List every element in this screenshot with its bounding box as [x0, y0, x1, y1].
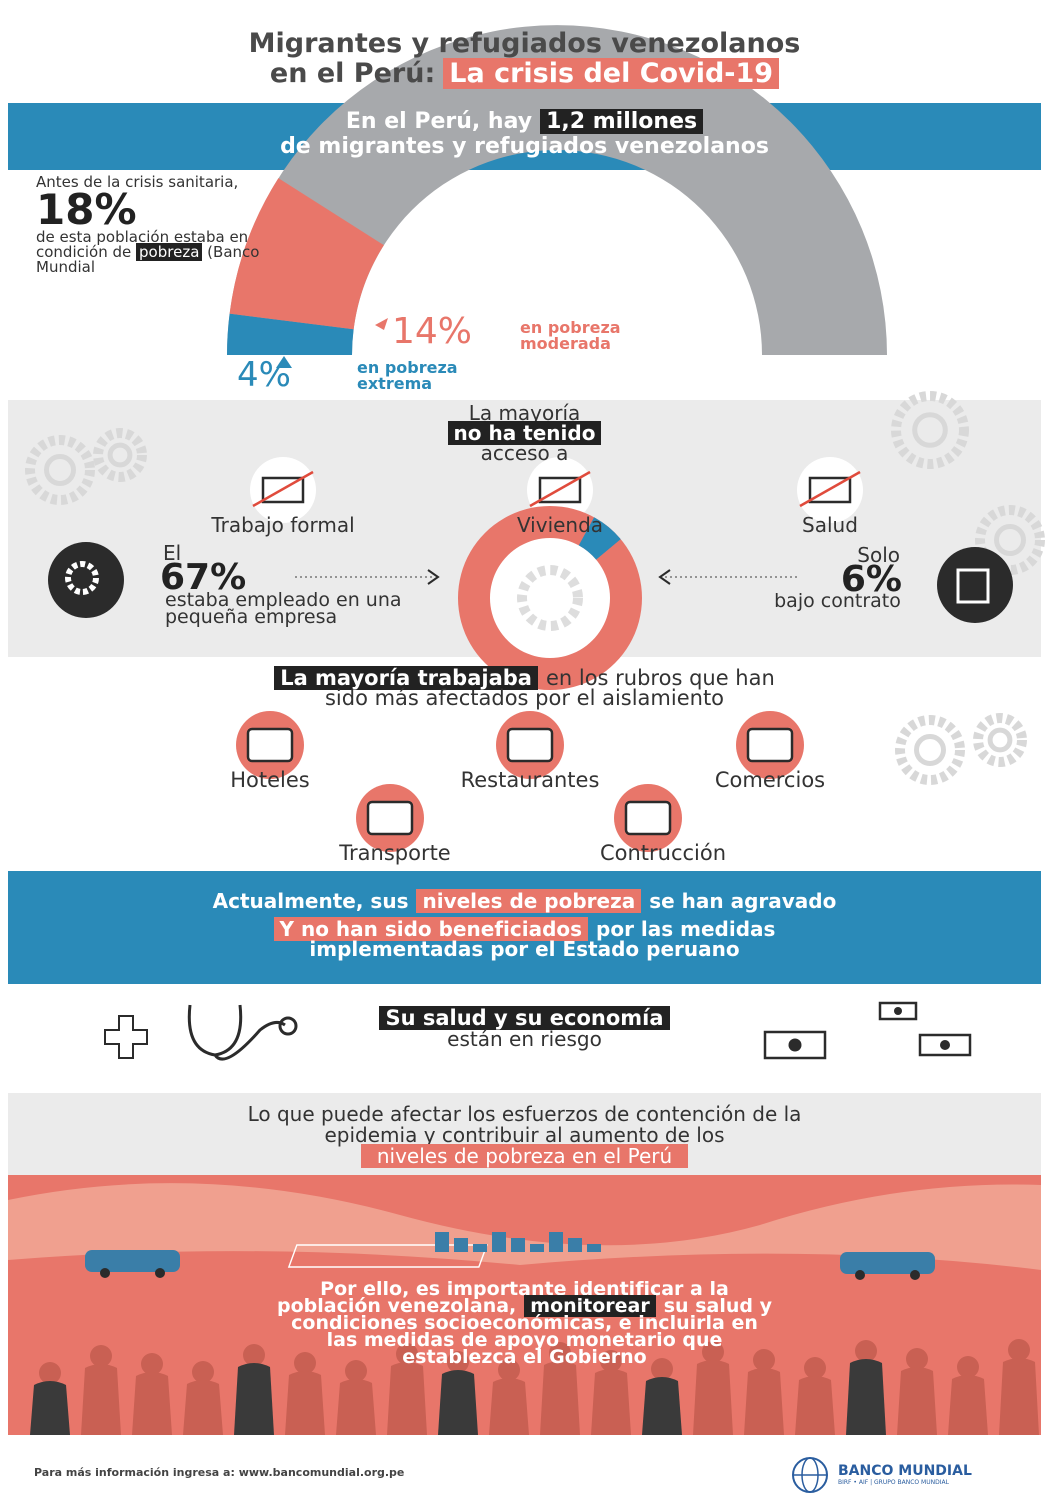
wheel — [910, 1270, 920, 1280]
logo-sub: BIRF • AIF | GRUPO BANCO MUNDIAL — [838, 1480, 949, 1486]
person-body — [948, 1375, 988, 1435]
sector-icon-shape — [368, 802, 412, 834]
title-line: Migrantes y refugiados venezolanos — [0, 30, 1049, 58]
population-text: En el Perú, hay — [346, 109, 532, 134]
situation-highlight: niveles de pobreza — [416, 889, 641, 913]
access-item: Trabajo formal — [163, 513, 403, 537]
person-body — [897, 1367, 937, 1435]
person-body — [387, 1362, 427, 1435]
gear — [900, 720, 960, 780]
population-highlight: 1,2 millones — [540, 109, 703, 134]
impact-line: niveles de pobreza en el Perú — [0, 1146, 1049, 1167]
city-building — [511, 1238, 525, 1252]
situation-text: se han agravado — [649, 889, 836, 913]
person-body — [183, 1380, 223, 1435]
logo-sub-text: BIRF • AIF — [838, 1479, 868, 1486]
person-body — [642, 1377, 682, 1435]
logo-name: BANCO MUNDIAL — [838, 1464, 972, 1478]
sector-label: Hoteles — [190, 768, 350, 792]
poverty-description-highlight: pobreza — [136, 243, 202, 261]
extreme-label: 4% — [237, 358, 291, 392]
access-item: Vivienda — [460, 513, 660, 537]
person-body — [438, 1370, 478, 1435]
sector-label: Restaurantes — [400, 768, 660, 792]
extreme-text: en pobreza extrema — [357, 360, 487, 392]
footer-line: Para más información ingresa a: www.banc… — [34, 1466, 404, 1479]
sector-icon-shape — [508, 729, 552, 761]
title-line: en el Perú: La crisis del Covid-19 — [0, 60, 1049, 88]
impact-line: epidemia y contribuir al aumento de los — [0, 1125, 1049, 1146]
city-building — [454, 1238, 468, 1252]
title-highlight: La crisis del Covid-19 — [443, 58, 779, 89]
city-building — [587, 1244, 601, 1252]
moderate-text: en pobreza moderada — [520, 320, 670, 352]
bus — [840, 1252, 935, 1274]
poverty-description: de esta población estaba en condición de… — [36, 230, 266, 275]
sector-label: Comercios — [670, 768, 870, 792]
sector-label: Contrucción — [548, 841, 778, 865]
person-body — [285, 1371, 325, 1435]
person-body — [846, 1359, 886, 1435]
city-building — [492, 1232, 506, 1252]
recommendation-block: Por ello, es importante identificar a la… — [0, 1281, 1049, 1366]
recommendation-line: establezca el Gobierno — [0, 1349, 1049, 1366]
person-body — [336, 1379, 376, 1435]
situation-text: Actualmente, sus — [213, 889, 409, 913]
person-body — [591, 1369, 631, 1435]
impact-highlight: niveles de pobreza en el Perú — [361, 1144, 688, 1168]
title-text: en el Perú: — [270, 58, 435, 89]
sector-icon-shape — [626, 802, 670, 834]
person-body — [234, 1363, 274, 1435]
person-body — [132, 1372, 172, 1435]
logo-sub-text: GRUPO BANCO MUNDIAL — [874, 1479, 949, 1486]
pointer — [375, 318, 388, 330]
sector-icon-shape — [748, 729, 792, 761]
page: Migrantes y refugiados venezolanos en el… — [0, 0, 1049, 1499]
person-body — [795, 1376, 835, 1435]
sector-label: Transporte — [290, 841, 500, 865]
person-body — [693, 1360, 733, 1435]
impact-line: Lo que puede afectar los esfuerzos de co… — [0, 1104, 1049, 1125]
city-building — [473, 1244, 487, 1252]
person-body — [30, 1381, 70, 1435]
city-building — [549, 1232, 563, 1252]
person-body — [81, 1364, 121, 1435]
footer-text: Para más información ingresa a: — [34, 1466, 235, 1479]
person-body — [744, 1368, 784, 1435]
population-line: de migrantes y refugiados venezolanos — [0, 135, 1049, 158]
wheel — [100, 1268, 110, 1278]
wheel — [155, 1268, 165, 1278]
footer-url: www.bancomundial.org.pe — [239, 1466, 405, 1479]
poverty-total: 18% — [36, 190, 266, 230]
city-building — [435, 1232, 449, 1252]
gear-hub — [990, 730, 1010, 750]
contract-icon — [937, 547, 1013, 623]
person-body — [540, 1361, 580, 1435]
gear-icon — [48, 542, 124, 618]
city-building — [530, 1244, 544, 1252]
gear — [978, 718, 1022, 762]
sector-icon-shape — [248, 729, 292, 761]
city-building — [568, 1238, 582, 1252]
bus — [85, 1250, 180, 1272]
person-body — [999, 1358, 1039, 1435]
person-body — [489, 1378, 529, 1435]
situation-line: implementadas por el Estado peruano — [0, 939, 1049, 960]
situation-line: Actualmente, sus niveles de pobreza se han… — [0, 891, 1049, 912]
moderate-label: 14% — [392, 314, 472, 350]
access-line: acceso a — [0, 443, 1049, 464]
population-line: En el Perú, hay 1,2 millones — [0, 110, 1049, 133]
poverty-intro-block: Antes de la crisis sanitaria, 18% de est… — [36, 175, 266, 275]
access-item: Salud — [760, 513, 900, 537]
risk-line: Su salud y su economía — [0, 1007, 1049, 1029]
employment-text: estaba empleado en una pequeña empresa — [165, 592, 430, 626]
contract-text: bajo contrato — [770, 593, 905, 610]
sectors-line: sido más afectados por el aislamiento — [0, 687, 1049, 709]
wheel — [855, 1270, 865, 1280]
gear-hub — [917, 737, 944, 764]
risk-line: están en riesgo — [0, 1029, 1049, 1050]
